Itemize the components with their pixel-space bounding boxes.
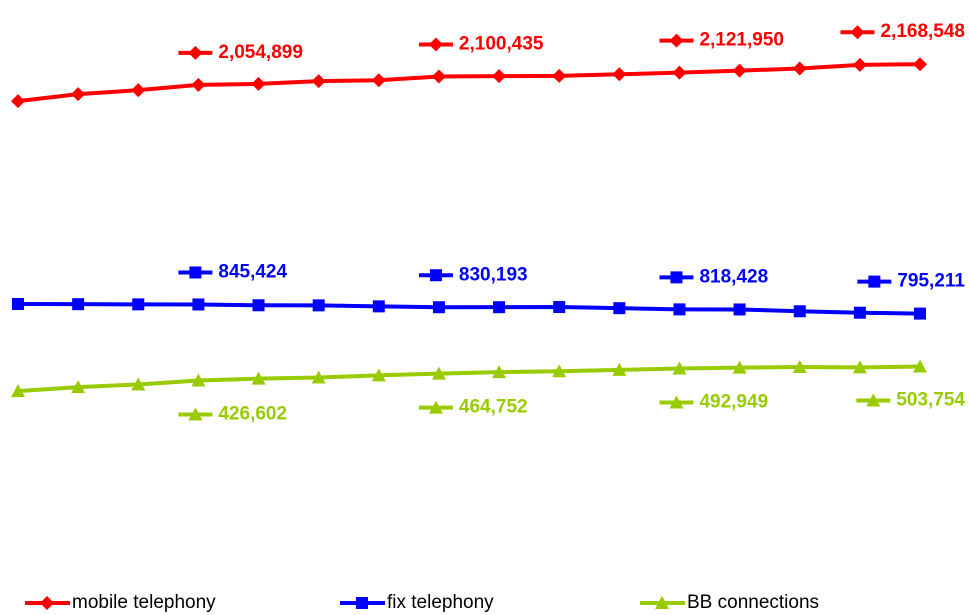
data-point: [552, 364, 567, 378]
data-point: [852, 360, 867, 374]
legend-key-marker: [40, 596, 54, 610]
data-label: 492,949: [699, 391, 768, 412]
data-point: [191, 77, 206, 92]
data-label: 464,752: [459, 397, 528, 418]
legend-key-marker: [356, 597, 368, 609]
label-key-marker: [850, 25, 865, 40]
data-label: 426,602: [218, 404, 287, 425]
data-point: [792, 61, 807, 76]
data-point: [612, 362, 627, 376]
data-point: [252, 299, 265, 312]
data-label: 2,054,899: [218, 42, 303, 63]
data-point: [12, 298, 24, 311]
data-point: [613, 302, 626, 315]
series-line: [17, 302, 921, 316]
series-line: [17, 62, 921, 104]
data-point: [732, 63, 747, 78]
data-point: [732, 360, 747, 374]
data-point: [492, 69, 507, 84]
data-point: [853, 306, 866, 319]
data-point: [311, 74, 326, 89]
data-point: [733, 303, 746, 316]
data-label: 845,424: [218, 261, 287, 282]
data-point: [71, 380, 86, 394]
label-key-marker: [428, 400, 443, 414]
data-label: 795,211: [897, 271, 965, 292]
label-key-marker: [669, 395, 684, 409]
data-label: 2,100,435: [459, 34, 544, 55]
data-point: [191, 373, 206, 387]
legend-label: mobile telephony: [72, 592, 216, 613]
data-label: 503,754: [896, 390, 965, 411]
label-key-marker: [670, 271, 683, 284]
data-point: [371, 368, 386, 382]
label-key-marker: [429, 269, 442, 282]
data-point: [673, 303, 686, 316]
data-point: [913, 359, 927, 373]
data-point: [11, 384, 25, 398]
data-point: [71, 87, 86, 102]
data-point: [852, 57, 867, 72]
label-key-marker: [428, 37, 443, 52]
data-point: [792, 360, 807, 374]
label-key-marker: [868, 275, 881, 288]
data-point: [251, 371, 266, 385]
data-point: [431, 366, 446, 380]
data-point: [312, 299, 325, 312]
legend-label: fix telephony: [387, 592, 494, 613]
data-point: [11, 94, 25, 109]
data-point: [672, 65, 687, 80]
data-point: [672, 361, 687, 375]
series-line: [17, 364, 921, 394]
data-point: [192, 298, 205, 311]
data-point: [553, 300, 566, 313]
data-point: [371, 73, 386, 88]
data-label: 818,428: [699, 266, 768, 287]
data-point: [132, 298, 145, 311]
data-point: [793, 305, 806, 318]
data-point: [612, 67, 627, 82]
label-key-marker: [866, 393, 881, 407]
label-key-marker: [188, 45, 203, 60]
data-point: [493, 301, 506, 314]
data-point: [431, 69, 446, 84]
data-point: [492, 365, 507, 379]
data-point: [72, 298, 85, 311]
legend-label: BB connections: [687, 592, 819, 613]
data-point: [372, 300, 385, 313]
data-point: [311, 370, 326, 384]
data-point: [131, 83, 146, 98]
label-key-marker: [669, 33, 684, 48]
data-point: [914, 307, 926, 320]
label-key-marker: [188, 407, 203, 421]
label-key-marker: [189, 266, 202, 279]
data-label: 830,193: [459, 264, 528, 285]
legend-key-marker: [655, 596, 669, 609]
data-point: [913, 57, 927, 72]
data-point: [552, 68, 567, 83]
data-point: [251, 76, 266, 91]
data-label: 2,121,950: [699, 30, 784, 51]
data-point: [131, 377, 146, 391]
data-point: [432, 301, 445, 314]
data-label: 2,168,548: [880, 21, 965, 42]
